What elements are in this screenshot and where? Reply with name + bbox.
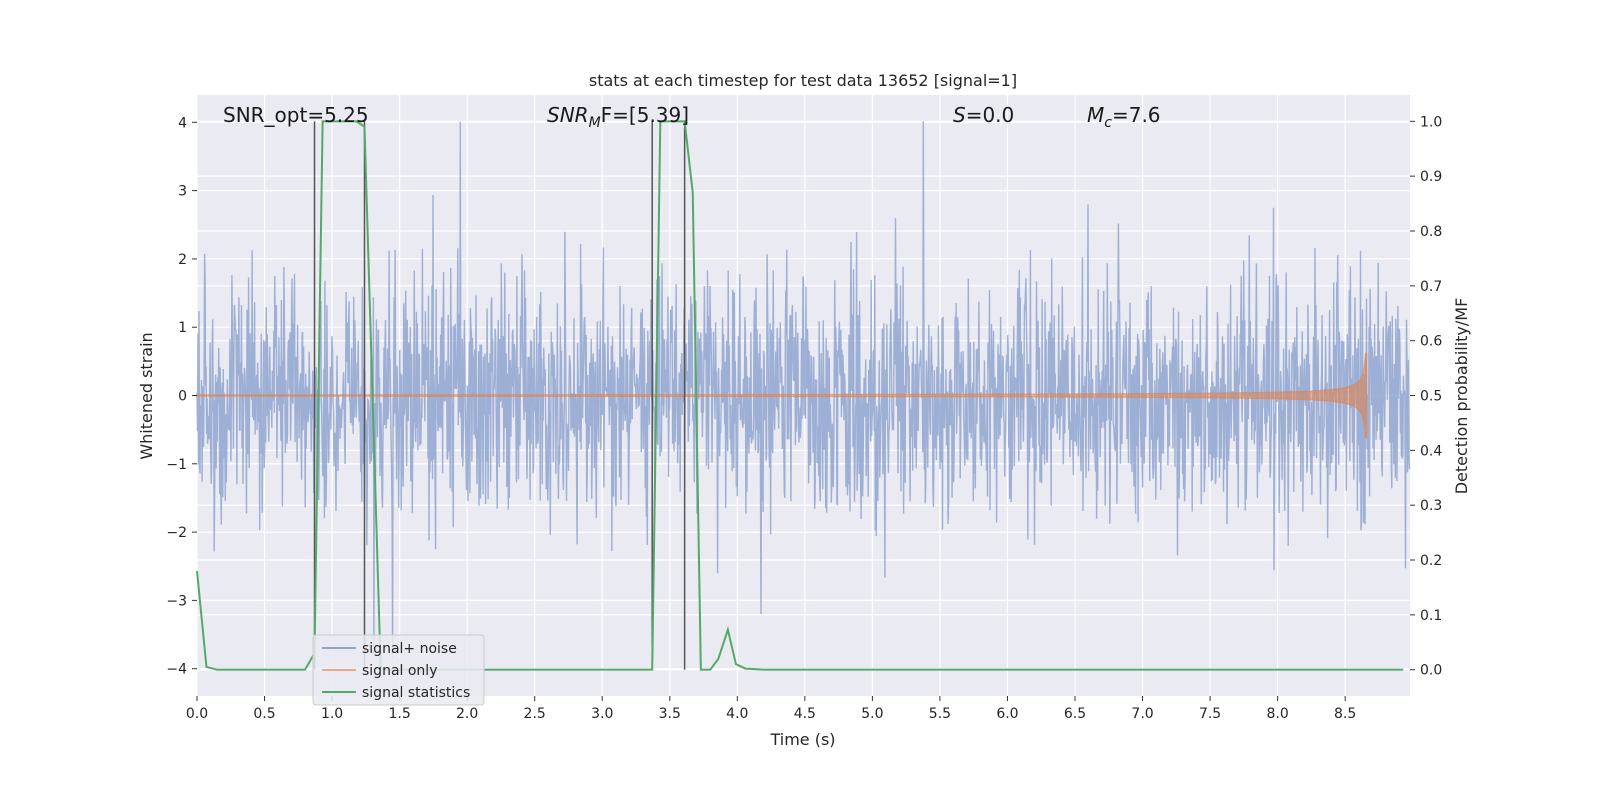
y-tick-label-right: 0.1 bbox=[1420, 608, 1442, 624]
y-tick-label: 4 bbox=[178, 115, 187, 131]
y-tick-label-right: 0.6 bbox=[1420, 334, 1442, 350]
x-tick-label: 4.5 bbox=[794, 706, 816, 722]
y-tick-label-right: 0.0 bbox=[1420, 663, 1442, 679]
y-tick-label: −3 bbox=[166, 593, 187, 609]
x-tick-label: 7.0 bbox=[1131, 706, 1153, 722]
x-tick-label: 4.0 bbox=[726, 706, 748, 722]
chart-title: stats at each timestep for test data 136… bbox=[589, 71, 1017, 90]
annotation-s: S=0.0 bbox=[953, 103, 1014, 127]
x-tick-label: 0.0 bbox=[186, 706, 208, 722]
series-signal-only bbox=[196, 352, 1368, 439]
annotation-snr-mf: SNRMF=[5.39] bbox=[547, 103, 689, 131]
chirp-signal bbox=[196, 352, 1368, 439]
x-tick-label: 8.5 bbox=[1334, 706, 1356, 722]
y-tick-label-right: 1.0 bbox=[1420, 114, 1442, 130]
x-ticks: 0.0 0.5 1.0 1.5 2.0 2.5 3.0 3.5 4.0 4.5 5.0 5.5 6.0 6… bbox=[186, 696, 1356, 722]
annotation-snr-opt: SNR_opt=5.25 bbox=[223, 103, 369, 127]
y-tick-label: 3 bbox=[178, 184, 187, 200]
y-tick-label: −1 bbox=[166, 457, 187, 473]
y-tick-label-right: 0.2 bbox=[1420, 553, 1442, 569]
x-tick-label: 3.0 bbox=[591, 706, 613, 722]
y-tick-label: −4 bbox=[166, 662, 187, 678]
series-signal-statistics bbox=[196, 120, 1404, 671]
y-tick-label: 0 bbox=[178, 389, 187, 405]
legend: signal+ noise signal only signal statist… bbox=[312, 634, 485, 706]
noise-line bbox=[196, 121, 1411, 658]
y-tick-label-right: 0.4 bbox=[1420, 443, 1442, 459]
x-tick-label: 5.5 bbox=[929, 706, 951, 722]
legend-label-noise: signal+ noise bbox=[362, 641, 457, 657]
x-tick-label: 1.0 bbox=[321, 706, 343, 722]
legend-label-signal: signal only bbox=[362, 663, 437, 679]
vertical-markers bbox=[313, 121, 686, 670]
x-tick-label: 8.0 bbox=[1266, 706, 1288, 722]
y-axis-label-right: Detection probability/MF bbox=[1452, 298, 1471, 495]
legend-box bbox=[312, 634, 485, 706]
stats-line bbox=[196, 120, 1404, 671]
y-ticks: −4 −3 −2 −1 0 1 2 3 4 bbox=[166, 115, 197, 678]
y-tick-label-right: 0.3 bbox=[1420, 498, 1442, 514]
x-tick-label: 2.0 bbox=[456, 706, 478, 722]
x-tick-label: 0.5 bbox=[253, 706, 275, 722]
y-tick-label: −2 bbox=[166, 525, 187, 541]
x-tick-label: 6.5 bbox=[1064, 706, 1086, 722]
y-tick-label: 1 bbox=[178, 320, 187, 336]
x-tick-label: 3.5 bbox=[659, 706, 681, 722]
x-tick-label: 6.0 bbox=[996, 706, 1018, 722]
legend-label-stats: signal statistics bbox=[362, 685, 470, 701]
x-tick-label: 7.5 bbox=[1199, 706, 1221, 722]
annotation-mc: Mc=7.6 bbox=[1087, 103, 1161, 131]
y-axis-label: Whitened strain bbox=[137, 332, 156, 459]
y-tick-label: 2 bbox=[178, 252, 187, 268]
x-axis-label: Time (s) bbox=[769, 730, 835, 749]
y-tick-label-right: 0.8 bbox=[1420, 224, 1442, 240]
y-tick-label-right: 0.9 bbox=[1420, 169, 1442, 185]
series-signal-noise bbox=[196, 121, 1411, 658]
x-tick-label: 2.5 bbox=[524, 706, 546, 722]
x-tick-label: 1.5 bbox=[388, 706, 410, 722]
y-tick-label-right: 0.5 bbox=[1420, 389, 1442, 405]
y-tick-label-right: 0.7 bbox=[1420, 279, 1442, 295]
x-tick-label: 5.0 bbox=[861, 706, 883, 722]
y-ticks-right: 0.0 0.1 0.2 0.3 0.4 0.5 0.6 0.7 0.8 0.9 1.0 bbox=[1410, 114, 1442, 679]
